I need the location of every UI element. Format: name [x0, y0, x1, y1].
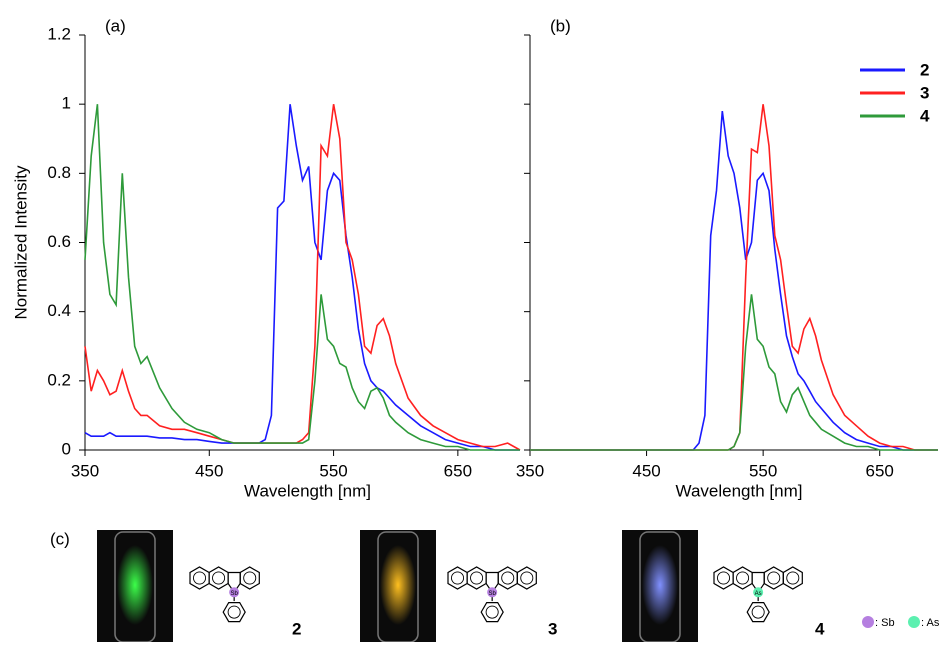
compound-number: 2 — [292, 619, 301, 638]
x-tick-label: 650 — [444, 461, 472, 480]
compound: Sb 3 — [360, 530, 557, 643]
five-ring — [227, 571, 241, 594]
glow — [642, 545, 678, 625]
ring-bond — [751, 605, 765, 619]
compound-number: 3 — [548, 619, 557, 638]
ring — [466, 566, 487, 590]
ring-bond — [227, 605, 241, 619]
y-tick-label: 1 — [62, 94, 71, 113]
x-tick-label: 550 — [749, 461, 777, 480]
ring — [732, 566, 753, 590]
ring-bond — [193, 571, 207, 585]
x-tick-label: 350 — [71, 461, 99, 480]
series-line — [530, 110, 938, 451]
ring — [782, 566, 803, 590]
y-tick-label: 0 — [62, 439, 71, 458]
x-axis-label: Wavelength [nm] — [244, 481, 371, 500]
compound: As 4 — [622, 530, 825, 643]
hetero-atom — [487, 587, 498, 598]
ring — [189, 566, 210, 590]
y-tick-label: 0.2 — [47, 370, 71, 389]
ring — [480, 601, 504, 623]
ring — [239, 566, 260, 590]
legend-dot — [862, 616, 874, 628]
series-line — [530, 104, 938, 451]
ring — [447, 566, 468, 590]
ring — [516, 566, 537, 590]
ring-bond — [717, 571, 731, 585]
ring — [763, 566, 784, 590]
ring-bond — [736, 571, 750, 585]
atom-label: As — [755, 591, 762, 597]
legend-text: : Sb — [875, 617, 895, 629]
ring-bond — [501, 571, 515, 585]
ring — [497, 566, 518, 590]
atom-label: Sb — [230, 591, 238, 597]
compound: Sb 2 — [97, 530, 301, 643]
legend-label: 4 — [920, 106, 930, 125]
x-tick-label: 450 — [632, 461, 660, 480]
five-ring — [485, 571, 499, 594]
y-axis-label: Normalized Intensity — [11, 165, 30, 320]
ring-bond — [767, 571, 781, 585]
x-tick-label: 650 — [866, 461, 894, 480]
series-line — [84, 104, 520, 451]
atom-label: Sb — [488, 591, 496, 597]
y-tick-label: 0.8 — [47, 163, 71, 182]
ring-bond — [470, 571, 484, 585]
ring — [713, 566, 734, 590]
x-axis-label: Wavelength [nm] — [676, 481, 803, 500]
legend-label: 2 — [920, 60, 929, 79]
panel-label: (a) — [105, 16, 126, 35]
five-ring — [751, 571, 765, 594]
ring — [222, 601, 246, 623]
ring-bond — [243, 571, 257, 585]
legend-text: : As — [921, 617, 940, 629]
x-tick-label: 350 — [516, 461, 544, 480]
glow — [380, 545, 416, 625]
hetero-atom — [229, 587, 240, 598]
ring — [746, 601, 770, 623]
y-tick-label: 0.4 — [47, 301, 71, 320]
glow — [117, 545, 153, 625]
x-tick-label: 550 — [319, 461, 347, 480]
compound-number: 4 — [815, 619, 825, 638]
hetero-atom — [753, 587, 764, 598]
y-tick-label: 1.2 — [47, 24, 71, 43]
legend-dot — [908, 616, 920, 628]
ring-bond — [451, 571, 465, 585]
x-tick-label: 450 — [195, 461, 223, 480]
panel-label: (b) — [550, 16, 571, 35]
y-tick-label: 0.6 — [47, 232, 71, 251]
panel-label: (c) — [50, 529, 70, 548]
legend-label: 3 — [920, 83, 929, 102]
ring — [208, 566, 229, 590]
series-line — [84, 104, 521, 451]
series-line — [84, 104, 520, 451]
ring-bond — [520, 571, 534, 585]
series-line — [530, 294, 938, 451]
ring-bond — [485, 605, 499, 619]
ring-bond — [212, 571, 226, 585]
ring-bond — [786, 571, 800, 585]
